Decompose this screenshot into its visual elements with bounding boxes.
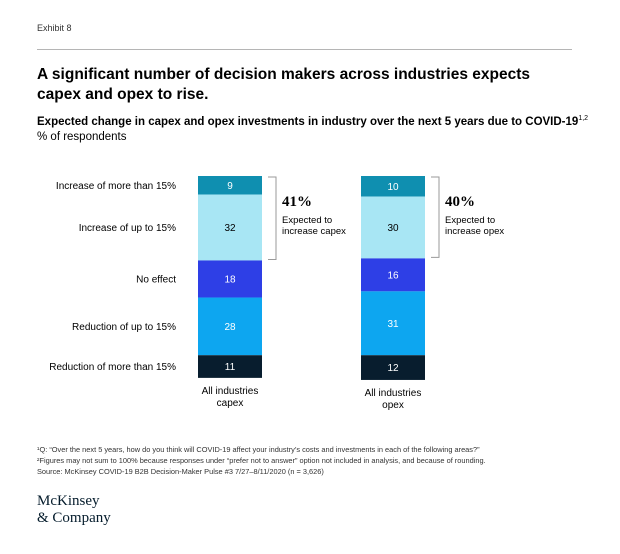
- chart-subtitle: Expected change in capex and opex invest…: [37, 115, 588, 128]
- bar-segment: [198, 194, 262, 261]
- annotation-text: increase opex: [445, 226, 504, 237]
- legend-label: Increase of up to 15%: [79, 223, 176, 234]
- bar-segment: [361, 196, 425, 259]
- category-label: All industries: [202, 386, 259, 397]
- footnotes: ¹Q: “Over the next 5 years, how do you t…: [37, 444, 597, 477]
- category-label: capex: [217, 398, 244, 409]
- category-label: All industries: [365, 388, 422, 399]
- legend-label: Reduction of up to 15%: [72, 322, 176, 333]
- data-label: 18: [224, 275, 236, 286]
- annotation-text: Expected to: [282, 215, 332, 226]
- bar-segment: [361, 355, 425, 380]
- annotation-text: Expected to: [445, 215, 495, 226]
- bar-segment: [198, 297, 262, 356]
- bracket: [431, 176, 440, 258]
- annotation-value: 40%: [445, 194, 475, 210]
- footnote-2: ²Figures may not sum to 100% because res…: [37, 456, 486, 465]
- annotation-value: 41%: [282, 194, 312, 210]
- bar-segment: [361, 291, 425, 356]
- legend-label: Increase of more than 15%: [56, 181, 176, 192]
- data-label: 11: [225, 362, 236, 373]
- bar-segment: [198, 176, 262, 195]
- data-label: 32: [224, 223, 236, 234]
- logo-line-1: McKinsey: [37, 493, 100, 509]
- data-label: 28: [224, 322, 236, 333]
- data-label: 30: [387, 223, 399, 234]
- data-label: 10: [387, 182, 399, 193]
- data-label: 16: [387, 270, 399, 281]
- bracket: [268, 176, 277, 260]
- footnote-1: ¹Q: “Over the next 5 years, how do you t…: [37, 445, 480, 454]
- legend-label: Reduction of more than 15%: [49, 362, 176, 373]
- data-label: 12: [387, 363, 399, 374]
- bar-segment: [361, 176, 425, 197]
- subtitle-footnote-marks: 1,2: [578, 115, 589, 122]
- unit-label: % of respondents: [37, 131, 127, 143]
- exhibit-label: Exhibit 8: [37, 23, 72, 33]
- data-label: 31: [387, 319, 399, 330]
- bar-segment: [198, 355, 262, 378]
- legend-label: No effect: [136, 275, 176, 286]
- bar-segment: [361, 258, 425, 292]
- source-note: Source: McKinsey COVID-19 B2B Decision-M…: [37, 467, 324, 476]
- annotation-text: increase capex: [282, 226, 346, 237]
- mckinsey-logo: McKinsey & Company: [37, 493, 111, 527]
- divider: [37, 49, 572, 50]
- subtitle-text: Expected change in capex and opex invest…: [37, 115, 579, 128]
- logo-line-2: & Company: [37, 510, 111, 526]
- category-label: opex: [382, 400, 404, 411]
- chart-title: A significant number of decision makers …: [37, 66, 531, 103]
- bar-segment: [198, 260, 262, 298]
- data-label: 9: [227, 181, 233, 192]
- stacked-bar-chart: 9 32 18 28 11 Increase of more than 15% Increa…: [49, 176, 504, 411]
